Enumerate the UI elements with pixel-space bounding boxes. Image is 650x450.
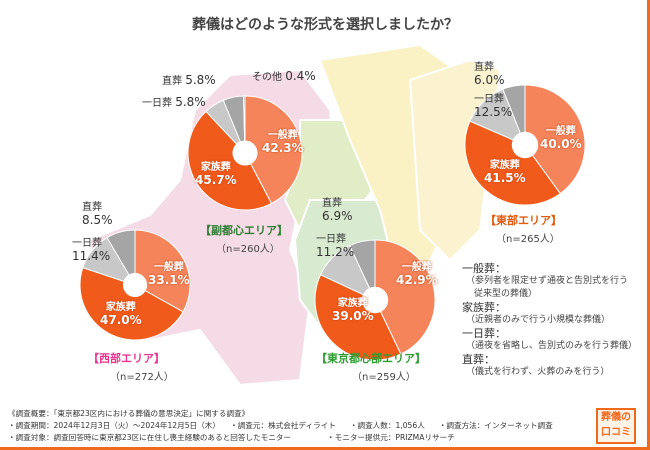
pie-slice-家族葬 [314, 274, 402, 361]
footer-count: ・調査人数：1,056人 [349, 421, 425, 430]
footer-method: ・調査方法：インターネット調査 [438, 421, 553, 430]
pie-slice-一般葬 [134, 229, 191, 313]
region-seibu: 【西部エリア】 [88, 352, 165, 365]
region-tobu: 【東部エリア】 [485, 214, 562, 227]
pie-hole [361, 286, 389, 314]
pie-slice-直葬 [106, 229, 136, 287]
legend-desc: 従来型の葬儀） [474, 289, 538, 299]
pie-slice-一般葬 [374, 239, 436, 355]
label-seibu-ichinichi: 一日葬 11.4% [72, 238, 111, 263]
pie-slice-その他 [243, 95, 246, 154]
survey-footer: 《調査概要：「東京都23区内における葬儀の意思決定」に関する調査》 ・調査期間：… [8, 408, 567, 444]
label-seibu-chokuso: 直葬 8.5% [82, 202, 113, 227]
pie-slice-家族葬 [187, 110, 273, 211]
legend-term: 直葬： [462, 353, 495, 366]
legend: 一般葬： （参列者を限定せず通夜と告別式を行う 従来型の葬儀） 家族葬： （近親… [462, 262, 637, 379]
legend-term: 家族葬： [462, 301, 506, 314]
label-fukutoshin-ichinichi: 一日葬 5.8% [142, 95, 206, 109]
legend-term: 一般葬： [462, 262, 506, 275]
pie-hole [511, 131, 539, 159]
label-tobu-ippan: 一般葬 40.0% [540, 126, 582, 151]
footer-source: ・調査元：株式会社ディライト [230, 421, 336, 430]
legend-term: 一日葬： [462, 327, 506, 340]
pie-hole [232, 140, 258, 166]
footer-summary: 《調査概要：「東京都23区内における葬儀の意思決定」に関する調査》 [8, 409, 250, 418]
label-tobu-ichinichi: 一日葬 12.5% [474, 94, 513, 119]
legend-desc: （参列者を限定せず通夜と告別式を行う [466, 276, 629, 286]
pie-slice-一般葬 [244, 95, 303, 205]
pie-slice-直葬 [502, 84, 526, 146]
region-toshin: 【東京都心部エリア】 [316, 352, 426, 365]
legend-desc: （近親者のみで行う小規模な葬儀） [466, 315, 611, 325]
pie-slice-家族葬 [79, 267, 184, 341]
n-seibu: （n=272人） [110, 372, 174, 383]
page-title: 葬儀はどのような形式を選択しましたか？ [192, 17, 458, 33]
footer-provider: ・モニター提供元：PRIZMAリサーチ [327, 433, 455, 442]
label-fukutoshin-other: その他 0.4% [252, 69, 316, 83]
label-seibu-kazoku: 家族葬 47.0% [100, 302, 142, 327]
pie-slice-直葬 [349, 239, 376, 301]
legend-desc: （儀式を行わず、火葬のみを行う） [466, 367, 610, 377]
label-toshin-ichinichi: 一日葬 11.2% [316, 234, 355, 259]
label-fukutoshin-kazoku: 家族葬 45.7% [195, 162, 237, 187]
label-toshin-ippan: 一般葬 42.9% [396, 262, 438, 287]
label-toshin-chokuso: 直葬 6.9% [322, 198, 353, 223]
label-toshin-kazoku: 家族葬 39.0% [332, 298, 374, 323]
pie-slice-一般葬 [524, 84, 586, 195]
footer-target: ・調査対象：調査回答時に東京都23区に在住し喪主経験のあると回答したモニター [8, 433, 292, 442]
pie-hole [122, 272, 148, 298]
n-fukutoshin: （n=260人） [216, 244, 280, 255]
region-fukutoshin: 【副都心エリア】 [200, 224, 288, 237]
logo: 葬儀の 口コミ [596, 408, 636, 444]
pie-slice-家族葬 [464, 120, 561, 206]
label-tobu-chokuso: 直葬 6.0% [474, 62, 505, 87]
label-tobu-kazoku: 家族葬 41.5% [484, 160, 526, 185]
n-tobu: （n=265人） [496, 234, 560, 245]
n-toshin: （n=259人） [352, 372, 416, 383]
legend-desc: （通夜を省略し、告別式のみを行う葬儀） [466, 341, 638, 351]
label-seibu-ippan: 一般葬 33.1% [148, 262, 190, 287]
label-fukutoshin-chokuso: 直葬 5.8% [162, 73, 216, 87]
footer-period: ・調査期間：2024年12月3日（火）～2024年12月5日（木） [8, 421, 217, 430]
